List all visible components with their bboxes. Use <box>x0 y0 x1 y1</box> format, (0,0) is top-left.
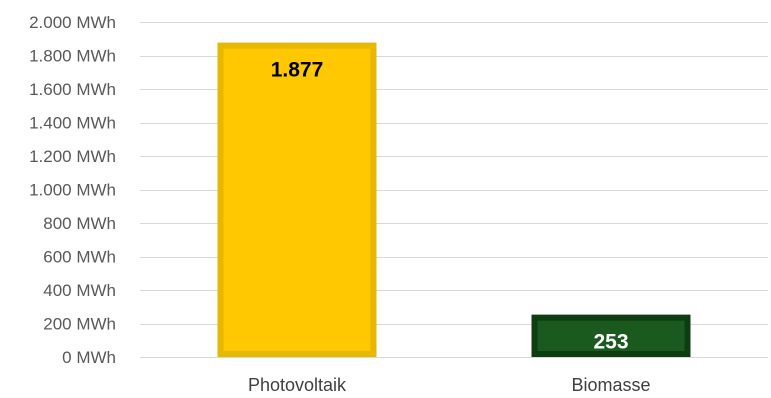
y-tick-label: 1.400 MWh <box>29 114 116 133</box>
bars: 1.877 253 <box>217 42 691 357</box>
y-tick-label: 2.000 MWh <box>29 13 116 32</box>
x-category-label: Photovoltaik <box>248 375 347 395</box>
bar-biomasse <box>531 314 691 357</box>
y-tick-label: 600 MWh <box>43 248 116 267</box>
y-tick-label: 800 MWh <box>43 214 116 233</box>
y-tick-label: 1.600 MWh <box>29 80 116 99</box>
data-label-photovoltaik: 1.877 <box>271 59 324 82</box>
y-tick-label: 1.200 MWh <box>29 147 116 166</box>
y-tick-label: 0 MWh <box>62 348 116 367</box>
bar-photovoltaik <box>217 42 377 357</box>
x-axis-category-labels: Photovoltaik Biomasse <box>248 375 651 395</box>
y-tick-label: 1.000 MWh <box>29 181 116 200</box>
x-category-label: Biomasse <box>571 375 650 395</box>
y-axis-tick-labels: 0 MWh 200 MWh 400 MWh 600 MWh 800 MWh 1.000 M… <box>29 13 116 367</box>
data-label-biomasse: 253 <box>593 331 628 354</box>
y-tick-label: 1.800 MWh <box>29 47 116 66</box>
y-tick-label: 400 MWh <box>43 281 116 300</box>
y-tick-label: 200 MWh <box>43 315 116 334</box>
